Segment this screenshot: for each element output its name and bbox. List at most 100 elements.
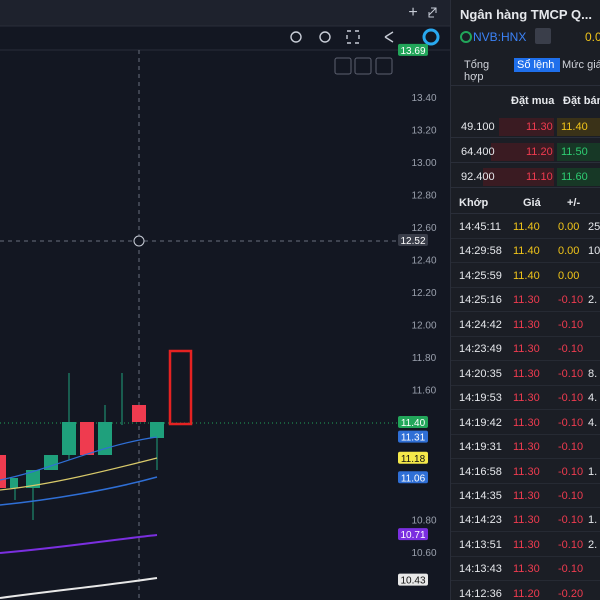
- candle: [80, 422, 94, 455]
- row-separator: [451, 187, 600, 188]
- price-badge: [398, 451, 428, 464]
- row-separator: [451, 360, 600, 362]
- trade-price: 11.40: [513, 245, 540, 258]
- price-badge: [398, 234, 428, 246]
- trade-volume: 4.: [588, 416, 598, 429]
- share-icon[interactable]: [384, 31, 394, 43]
- price-label: 10.80: [411, 516, 436, 527]
- row-separator: [451, 433, 600, 435]
- trade-price: 11.20: [513, 587, 540, 600]
- candle: [44, 455, 58, 470]
- auto-scale-button[interactable]: [375, 57, 393, 75]
- trade-price: 11.30: [513, 514, 540, 527]
- price-badge-label: 11.06: [401, 473, 426, 484]
- price-badge-label: 13.69: [400, 46, 425, 57]
- candle: [0, 455, 6, 488]
- tab[interactable]: Sổ lệnh: [514, 58, 560, 72]
- chart-area: + 13.40 13.20 13.00 12.80 12.60 12.40 12.20 12.…: [0, 0, 450, 600]
- price-label: 13.40: [411, 93, 436, 104]
- price-badge: [398, 471, 428, 484]
- price-badge: [398, 528, 428, 541]
- price-label: 12.00: [411, 321, 436, 332]
- candle: [132, 405, 146, 422]
- symbol: NVB:HNX: [473, 30, 527, 44]
- trade-change: 0.00: [558, 269, 580, 282]
- ma-line: [0, 457, 158, 491]
- price-badge-label: 10.43: [400, 576, 425, 587]
- ask-bar: [557, 118, 600, 136]
- settings-icon[interactable]: [319, 31, 331, 43]
- trade-time: 14:19:42: [459, 416, 502, 429]
- bid-volume: 49.100: [461, 121, 495, 133]
- reset-button[interactable]: [354, 57, 372, 75]
- bid-price: 11.30: [526, 121, 553, 133]
- expand-button[interactable]: [428, 7, 437, 18]
- trade-change: -0.10: [558, 392, 584, 405]
- trade-change: -0.10: [558, 441, 584, 454]
- add-button[interactable]: +: [408, 4, 417, 21]
- row-separator: [451, 335, 600, 337]
- refresh-icon[interactable]: [422, 28, 440, 46]
- trade-price: 11.30: [513, 563, 540, 576]
- ask-bar: [557, 143, 600, 161]
- change: 0.0: [585, 30, 600, 44]
- ma-line: [0, 534, 158, 554]
- ma-line: [0, 436, 158, 481]
- trade-volume: 2.: [588, 538, 598, 551]
- price-label: 13.00: [411, 158, 436, 169]
- price-label: 10.60: [411, 548, 436, 559]
- trade-time: 14:25:59: [459, 269, 502, 282]
- trade-change: -0.20: [558, 587, 584, 600]
- crosshair-center: [133, 235, 145, 247]
- row-separator: [451, 262, 600, 264]
- trade-volume: 2.: [588, 294, 598, 307]
- bid-volume: 64.400: [461, 146, 495, 158]
- trade-price: 11.40: [513, 221, 540, 233]
- price-badge: [398, 573, 428, 586]
- trade-price: 11.30: [513, 489, 540, 502]
- tab[interactable]: Tổng hợp: [464, 59, 490, 83]
- bid-bar: [491, 143, 554, 161]
- trade-change: -0.10: [558, 563, 584, 576]
- highlight-box: [168, 349, 193, 426]
- trade-time: 14:16:58: [459, 465, 502, 478]
- status-dot: [460, 31, 472, 43]
- trade-change: -0.10: [558, 343, 584, 356]
- fullscreen-icon[interactable]: [346, 30, 360, 44]
- trade-change: -0.10: [558, 514, 584, 527]
- bid-bar: [483, 168, 554, 186]
- ma-line: [0, 476, 158, 506]
- scroll-down-button[interactable]: [334, 57, 352, 75]
- ask-price: 11.40: [561, 121, 588, 133]
- price-label: 11.80: [412, 353, 437, 364]
- row-separator: [451, 238, 600, 239]
- trade-time: 14:19:31: [459, 441, 502, 454]
- title: Ngân hàng TMCP Q...: [460, 7, 592, 22]
- price-badge: [398, 416, 428, 428]
- trade-time: 14:25:16: [459, 294, 502, 307]
- trade-price: 11.30: [513, 343, 540, 356]
- side-panel: Ngân hàng TMCP Q... NVB:HNX 0.0 Tổng hợp Sổ …: [450, 0, 600, 600]
- trade-header: Khớp: [459, 197, 489, 209]
- bid-price: 11.20: [526, 146, 553, 158]
- trade-time: 14:20:35: [459, 367, 502, 380]
- bid-bar: [499, 118, 554, 136]
- trade-volume: 4.: [588, 392, 598, 405]
- tab[interactable]: Mức giá: [562, 59, 600, 71]
- price-label: 12.60: [411, 223, 436, 234]
- zoom-icon[interactable]: [290, 31, 302, 43]
- trade-price: 11.30: [513, 538, 540, 551]
- trade-time: 14:12:36: [459, 587, 502, 600]
- row-separator: [451, 580, 600, 582]
- row-separator: [451, 137, 600, 138]
- trade-price: 11.30: [513, 367, 540, 380]
- price-label: 11.60: [412, 386, 437, 397]
- book-header: Đặt bán: [563, 95, 600, 107]
- edit-button[interactable]: [535, 28, 551, 44]
- trade-change: -0.10: [558, 465, 584, 478]
- trade-change: -0.10: [558, 367, 584, 380]
- ask-price: 11.60: [561, 171, 588, 183]
- trade-time: 14:24:42: [459, 318, 502, 331]
- trade-volume: 10.: [588, 245, 600, 258]
